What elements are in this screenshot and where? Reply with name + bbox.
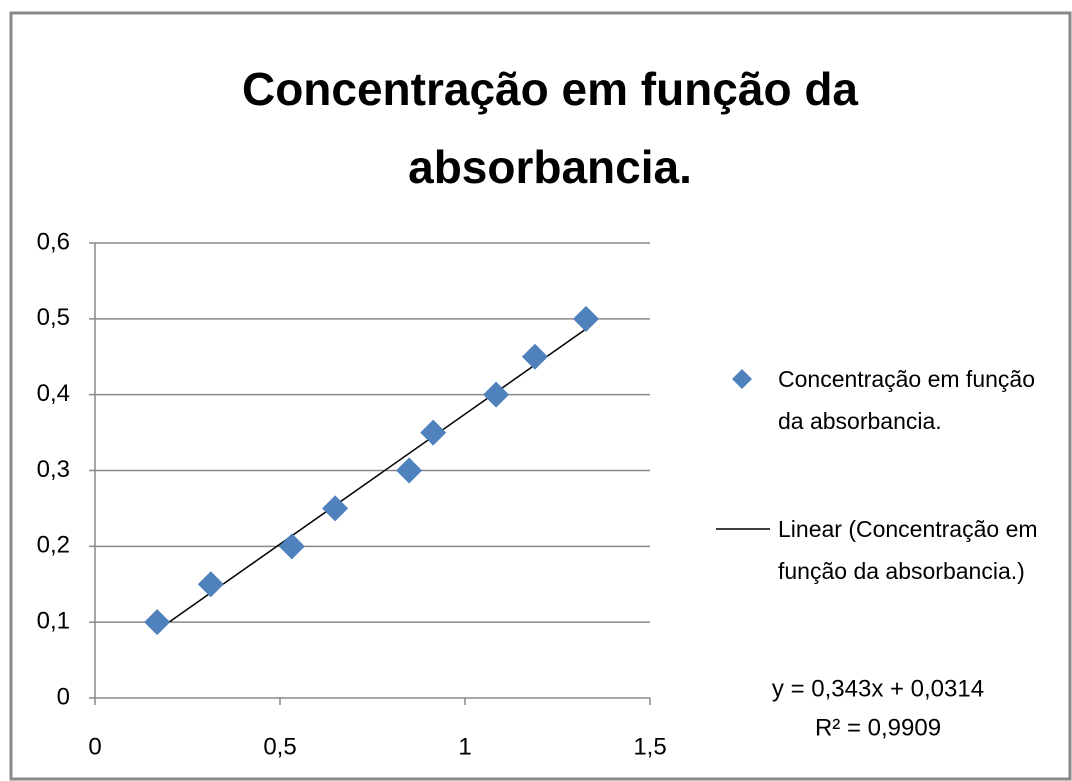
point: [396, 457, 423, 484]
point: [322, 495, 349, 522]
point: [572, 305, 599, 332]
trendline-equation: y = 0,343x + 0,0314: [772, 675, 984, 702]
x-tick-label: 1: [458, 733, 471, 760]
x-tick-label: 0,5: [263, 733, 296, 760]
y-tick-label: 0,6: [37, 228, 70, 255]
point: [144, 609, 171, 636]
x-tick-label: 1,5: [633, 733, 666, 760]
point: [521, 343, 548, 370]
y-tick-label: 0: [57, 683, 70, 710]
chart-border: [9, 11, 1072, 781]
chart-title: Concentração em função da absorbancia.: [241, 63, 859, 193]
x-tick-label: 0: [88, 733, 101, 760]
trendline: [156, 328, 587, 632]
legend-trendline: Linear (Concentração em função da absorb…: [778, 516, 1038, 584]
y-tick-label: 0,4: [37, 380, 70, 407]
point: [420, 419, 447, 446]
point: [278, 533, 305, 560]
trendline-r2: R² = 0,9909: [815, 714, 941, 741]
y-tick-label: 0,5: [37, 304, 70, 331]
y-tick-label: 0,1: [37, 608, 70, 635]
y-tick-label: 0,2: [37, 532, 70, 559]
y-tick-label: 0,3: [37, 456, 70, 483]
point: [483, 381, 510, 408]
legend-marker: [732, 369, 752, 389]
point: [197, 571, 224, 598]
legend-series: Concentração em função da absorbancia.: [778, 366, 1035, 434]
